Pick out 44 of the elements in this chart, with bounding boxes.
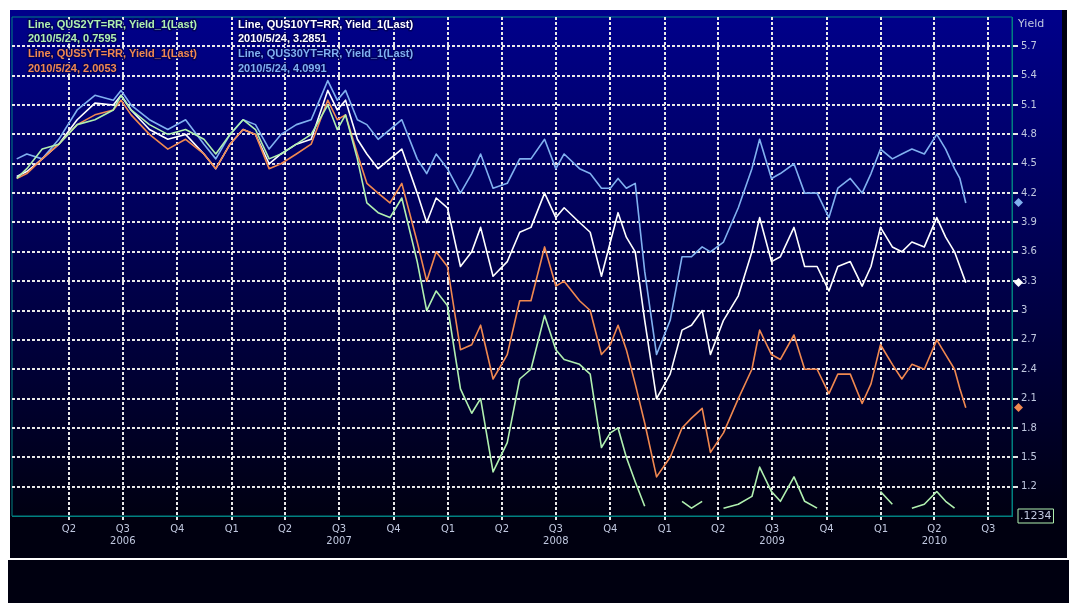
y-axis-title: Yield: [1017, 17, 1045, 31]
text: Line, QUS30YT=RR, Yield_1(Last): [238, 46, 414, 59]
text: Line, QUS10YT=RR, Yield_1(Last): [238, 17, 414, 30]
x-tick-label: Q4: [170, 522, 185, 534]
y-tick-label: 5.4: [1021, 69, 1037, 81]
y-tick-label: 3.3: [1021, 274, 1037, 286]
y-tick-label: 3: [1021, 304, 1028, 316]
y-tick-label: 5.7: [1021, 39, 1037, 51]
x-tick-label: Q3 2007: [326, 522, 352, 546]
y-tick-label: 2.1: [1021, 392, 1037, 404]
y-tick-label: 1.8: [1021, 421, 1037, 433]
x-tick-label: Q1: [873, 522, 889, 534]
y-tick-label: 1.2: [1021, 480, 1037, 492]
y-tick-label: 4.8: [1021, 128, 1037, 140]
x-tick-label: Q4: [819, 522, 834, 534]
x-tick-label: Q2: [494, 522, 510, 534]
x-tick-label: Q3 2008: [543, 522, 569, 546]
annotation: 2010/5/24, 2.0053: [28, 61, 117, 74]
text: Line, QUS5YT=RR, Yield_1(Last): [28, 46, 198, 59]
y-tick-label: 2.7: [1021, 333, 1037, 345]
text: Line, QUS2YT=RR, Yield_1(Last): [28, 17, 198, 30]
x-tick-label: Q2: [277, 522, 293, 534]
annotation: 2010/5/24, 3.2851: [238, 32, 327, 45]
text: .1234: [1020, 508, 1052, 522]
x-tick-label: Q1: [657, 522, 672, 534]
y-tick-label: 4.2: [1021, 186, 1037, 198]
y-tick-label: 1.5: [1021, 450, 1037, 462]
y-tick-label: 2.4: [1021, 362, 1037, 374]
x-tick-label: Q4: [603, 522, 618, 534]
y-tick-label: 3.9: [1021, 216, 1037, 228]
x-tick-label: Q2 2010: [921, 522, 948, 546]
y-tick-label: 3.6: [1021, 245, 1037, 257]
y-tick-label: 5.1: [1021, 98, 1037, 110]
x-tick-label: Q2: [61, 522, 76, 534]
annotation: 2010/5/24, 0.7595: [28, 32, 117, 45]
x-tick-label: Q1: [440, 522, 456, 534]
x-tick-label: Q3 2009: [759, 522, 785, 546]
x-tick-label: Q3: [981, 522, 996, 534]
x-tick-label: Q4: [386, 522, 401, 534]
y-tick-label: 4.5: [1021, 157, 1037, 169]
x-tick-label: Q3 2006: [110, 522, 136, 546]
x-tick-label: Q1: [224, 522, 239, 534]
annotation: 2010/5/24, 4.0991: [238, 61, 327, 74]
x-tick-label: Q2: [711, 522, 726, 534]
